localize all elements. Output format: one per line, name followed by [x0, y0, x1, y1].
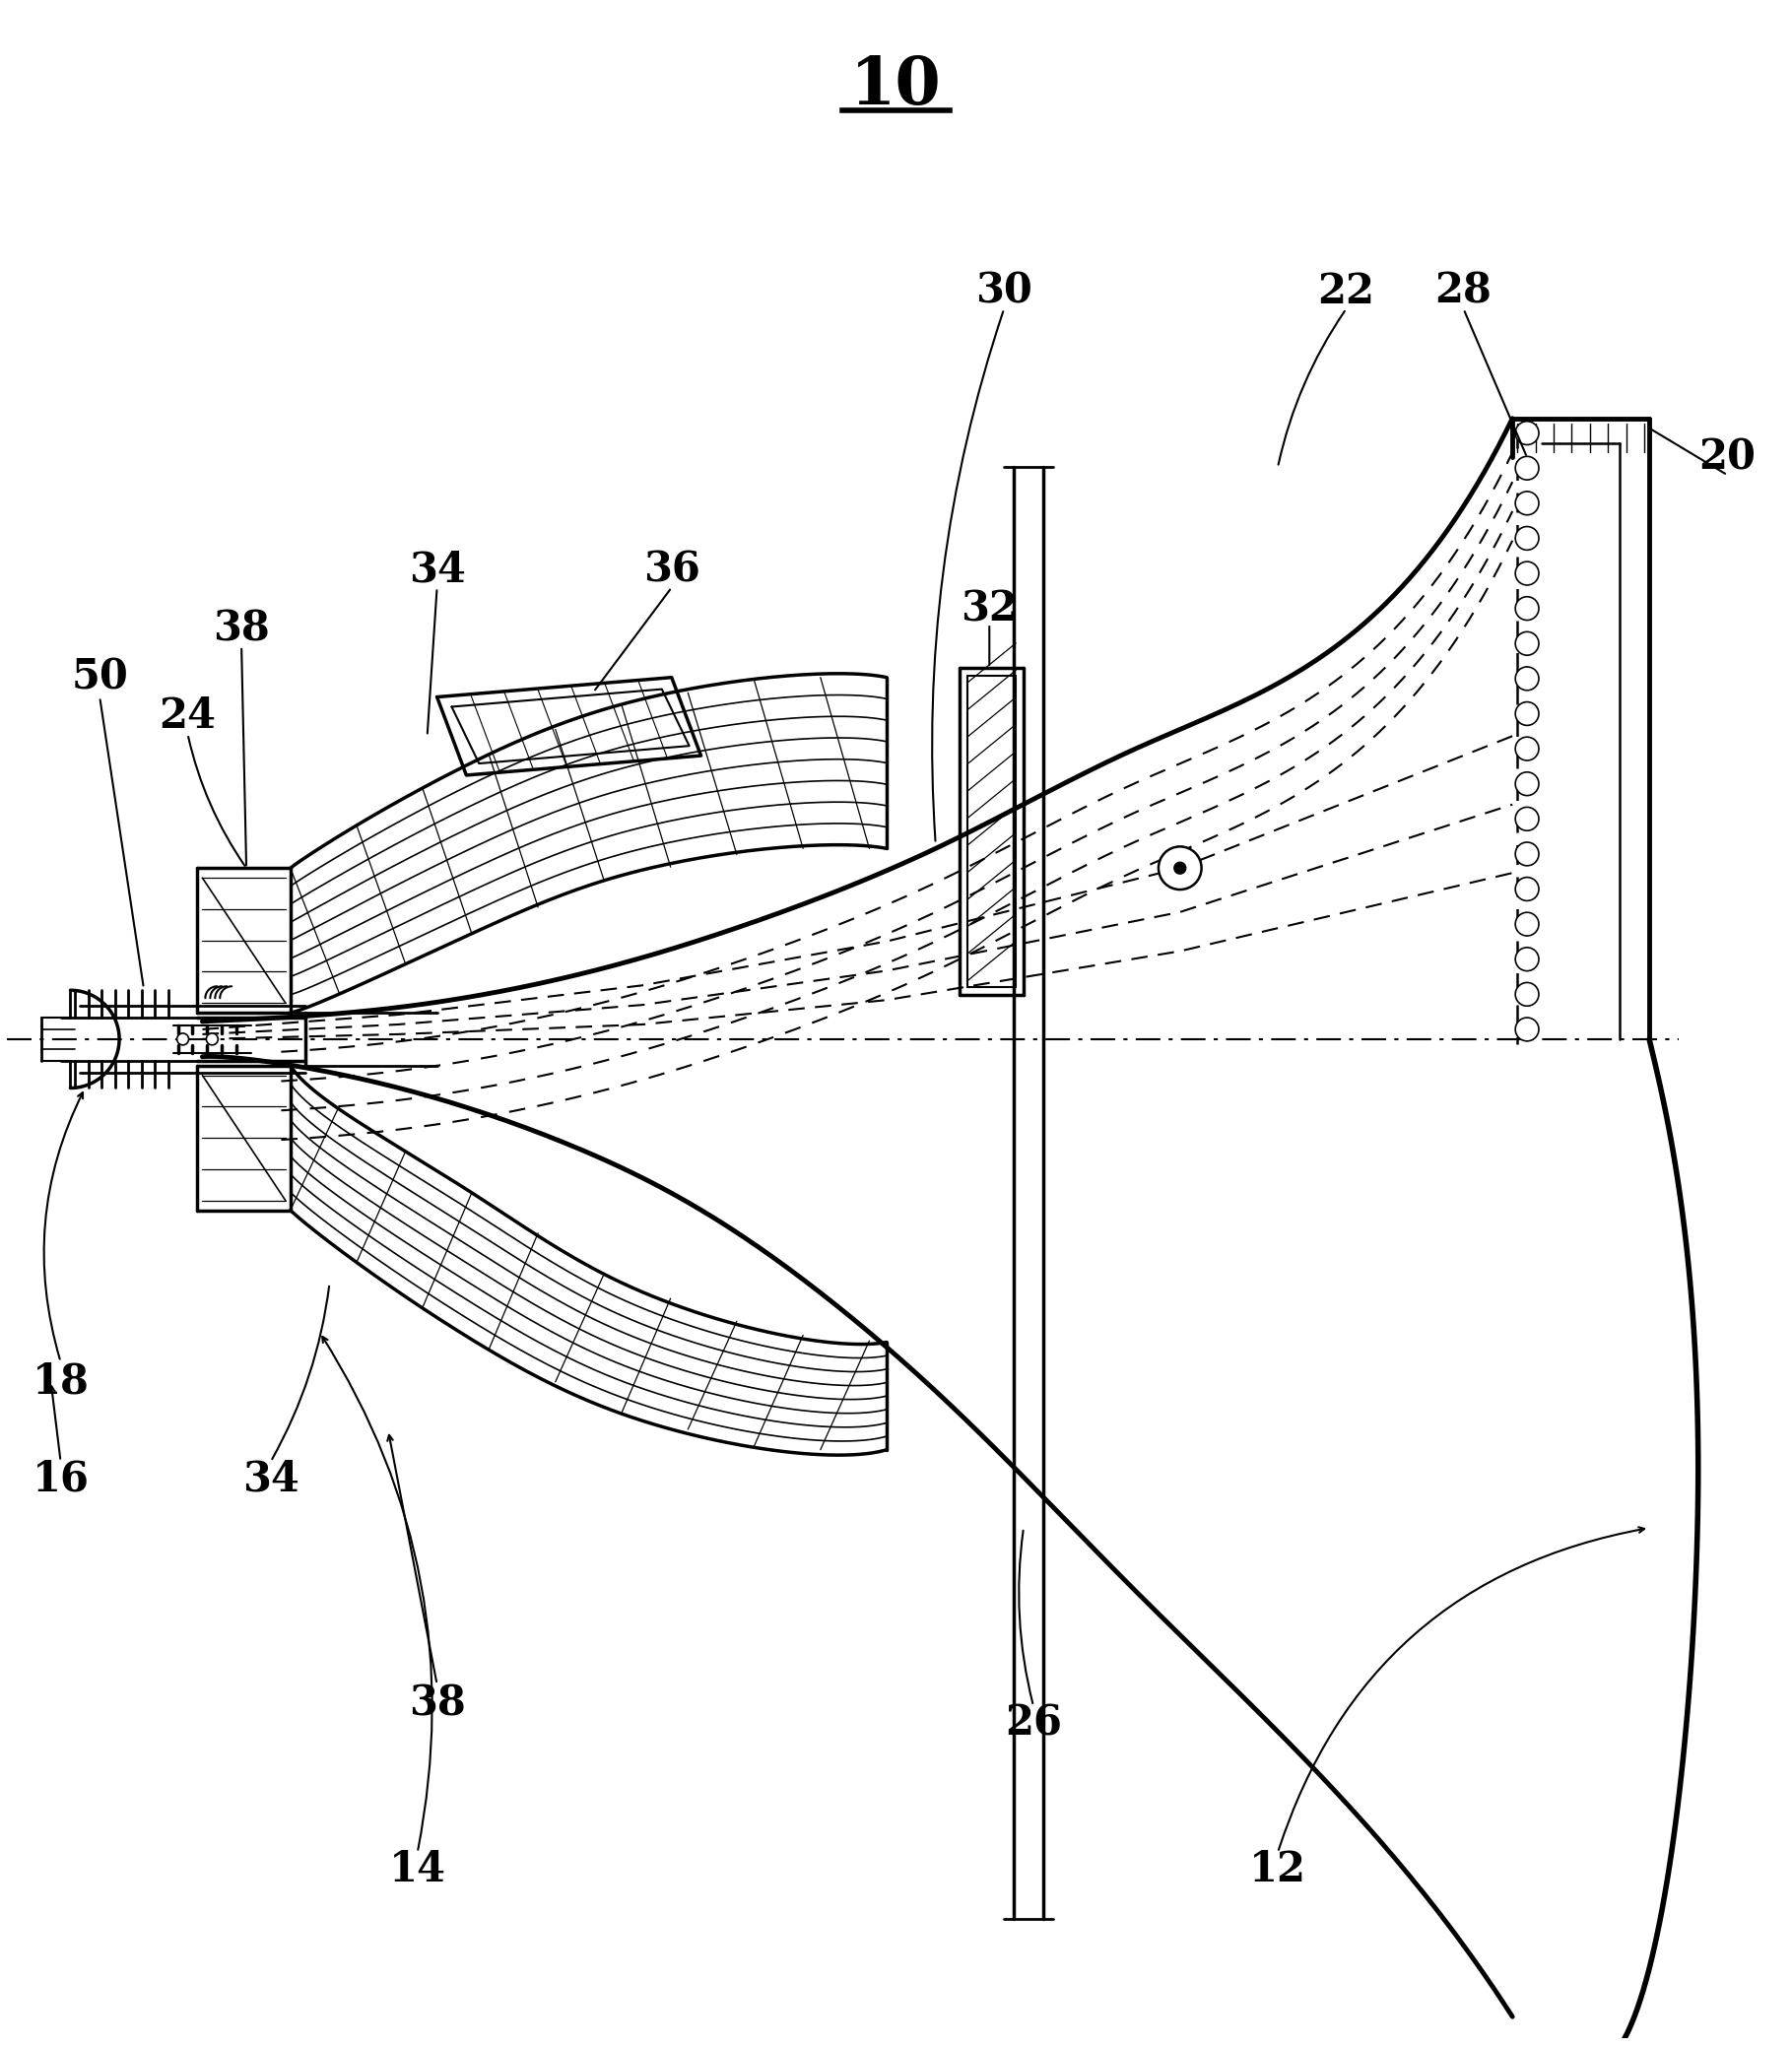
Text: 22: 22: [1317, 270, 1374, 311]
Text: 50: 50: [72, 657, 129, 698]
Circle shape: [177, 1033, 188, 1046]
Circle shape: [1516, 843, 1539, 865]
Circle shape: [1516, 526, 1539, 550]
Text: 18: 18: [32, 1361, 90, 1402]
Circle shape: [1516, 737, 1539, 761]
Circle shape: [1516, 878, 1539, 900]
Text: 36: 36: [643, 548, 701, 591]
Circle shape: [1516, 597, 1539, 620]
Circle shape: [1516, 632, 1539, 655]
Text: 14: 14: [389, 1850, 446, 1891]
Circle shape: [1516, 491, 1539, 516]
Circle shape: [1516, 667, 1539, 690]
Text: 38: 38: [213, 608, 271, 649]
Circle shape: [1516, 808, 1539, 831]
Text: 26: 26: [1005, 1702, 1063, 1743]
Circle shape: [1516, 947, 1539, 972]
Text: 28: 28: [1435, 270, 1493, 311]
Text: 34: 34: [242, 1459, 299, 1500]
Text: 34: 34: [409, 548, 466, 591]
Circle shape: [206, 1033, 219, 1046]
Text: 30: 30: [975, 270, 1032, 311]
Circle shape: [1516, 421, 1539, 444]
Text: 20: 20: [1699, 436, 1756, 479]
Text: 10: 10: [851, 53, 941, 119]
Circle shape: [1516, 456, 1539, 481]
Circle shape: [1516, 702, 1539, 726]
Circle shape: [1158, 847, 1201, 890]
Circle shape: [1516, 771, 1539, 796]
Text: 24: 24: [159, 696, 217, 737]
Circle shape: [1516, 1017, 1539, 1041]
Text: 12: 12: [1249, 1850, 1306, 1891]
Circle shape: [1516, 982, 1539, 1007]
Circle shape: [1516, 913, 1539, 935]
Text: 16: 16: [32, 1459, 90, 1500]
Circle shape: [1516, 561, 1539, 585]
Circle shape: [1174, 861, 1186, 874]
Text: 32: 32: [961, 589, 1018, 630]
Text: 38: 38: [409, 1684, 466, 1725]
